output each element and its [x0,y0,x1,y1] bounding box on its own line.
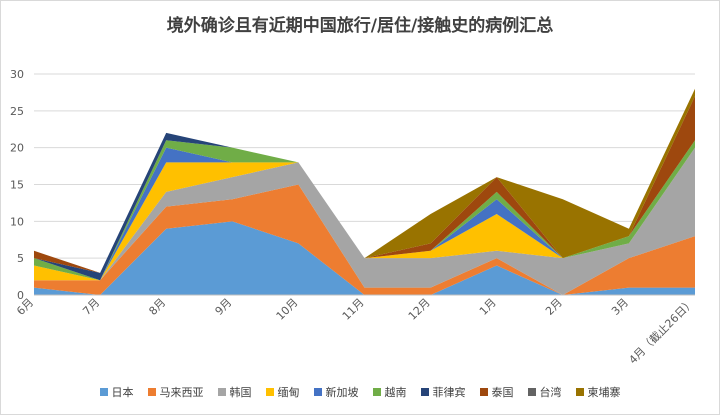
legend-swatch [420,388,429,396]
y-tick-label: 15 [10,179,24,192]
x-tick-label: 10月 [274,296,301,323]
x-tick-label: 3月 [609,296,631,318]
x-tick-label: 9月 [213,296,235,318]
legend-swatch [99,388,108,396]
area-series [34,184,695,295]
legend-item: 缅甸 [265,384,300,400]
legend-label: 新加坡 [325,386,359,399]
chart-title: 境外确诊且有近期中国旅行/居住/接触史的病例汇总 [166,16,554,36]
legend-label: 韩国 [229,386,252,399]
y-tick-label: 30 [10,68,24,81]
legend-label: 缅甸 [277,386,300,399]
legend-item: 柬埔寨 [575,384,621,400]
x-tick-label: 8月 [146,296,168,318]
legend-swatch [265,388,274,396]
legend-item: 新加坡 [313,384,359,400]
legend-item: 越南 [372,384,407,400]
legend-label: 柬埔寨 [587,386,621,399]
y-tick-label: 20 [10,142,24,155]
y-tick-label: 0 [17,289,24,302]
legend-item: 台湾 [527,384,562,400]
legend-item: 韩国 [217,384,252,400]
legend-label: 越南 [384,386,407,399]
legend-swatch [313,388,322,396]
legend-label: 日本 [111,386,134,399]
legend-swatch [372,388,381,396]
legend-label: 泰国 [491,386,514,399]
legend-label: 马来西亚 [159,386,204,399]
x-tick-label: 4月（截止26日） [626,295,697,366]
y-tick-label: 25 [10,105,24,118]
area-series [34,147,695,281]
chart-legend: 日本 马来西亚 韩国 缅甸 新加坡 越南 菲律宾 泰国 台湾 柬埔寨 [1,384,719,400]
legend-swatch [527,388,536,396]
x-tick-label: 7月 [80,296,102,318]
legend-swatch [217,388,226,396]
legend-item: 泰国 [479,384,514,400]
legend-swatch [147,388,156,396]
legend-swatch [479,388,488,396]
y-tick-label: 10 [10,215,24,228]
legend-item: 马来西亚 [147,384,204,400]
y-tick-label: 5 [17,252,24,265]
legend-swatch [575,388,584,396]
legend-label: 菲律宾 [432,386,466,399]
x-tick-label: 1月 [477,296,499,318]
legend-label: 台湾 [539,386,562,399]
legend-item: 日本 [99,384,134,400]
x-tick-label: 2月 [543,296,565,318]
x-tick-label: 11月 [340,296,367,323]
area-series [34,221,695,295]
legend-item: 菲律宾 [420,384,466,400]
x-tick-label: 12月 [406,296,433,323]
